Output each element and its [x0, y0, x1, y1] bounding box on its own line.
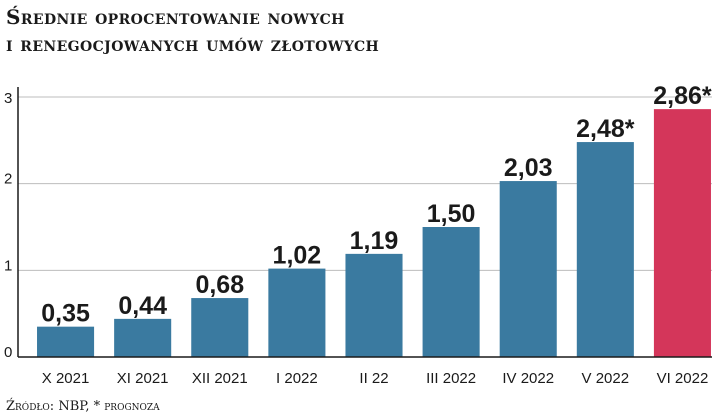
x-tick-label: IV 2022 — [502, 370, 554, 387]
x-tick-label: II 22 — [359, 370, 388, 387]
bar — [422, 227, 480, 357]
x-tick-label: I 2022 — [276, 370, 318, 387]
chart-title: Średnie oprocentowanie nowych i renegocj… — [6, 4, 706, 58]
x-tick-label: XII 2021 — [192, 370, 248, 387]
bar — [576, 142, 634, 357]
y-tick-label: 3 — [4, 90, 12, 107]
bar-value-label: 2,03 — [504, 154, 553, 182]
x-tick-label: III 2022 — [426, 370, 476, 387]
bar-value-label: 2,86* — [653, 82, 712, 110]
bar-value-label: 1,02 — [273, 242, 322, 270]
source-note: Źródło: NBP, * prognoza — [6, 399, 160, 414]
bar — [268, 268, 326, 357]
bar-value-label: 1,19 — [350, 227, 399, 255]
bar — [114, 318, 172, 357]
bar-value-label: 0,35 — [41, 300, 90, 328]
x-tick-label: V 2022 — [582, 370, 630, 387]
bar-value-label: 0,68 — [195, 271, 244, 299]
bar — [191, 298, 249, 357]
bar-value-label: 1,50 — [427, 200, 476, 228]
y-tick-label: 0 — [4, 344, 12, 361]
y-tick-label: 1 — [4, 257, 12, 274]
bar — [345, 253, 403, 357]
bar-value-label: 0,44 — [118, 292, 167, 320]
bar — [653, 109, 711, 357]
x-tick-label: VI 2022 — [657, 370, 709, 387]
bar — [499, 181, 557, 357]
x-tick-label: XI 2021 — [117, 370, 169, 387]
bar — [37, 326, 95, 357]
y-tick-label: 2 — [4, 171, 12, 188]
bar-value-label: 2,48* — [576, 115, 635, 143]
x-tick-label: X 2021 — [42, 370, 90, 387]
chart-title-line-2: i renegocjowanych umów złotowych — [6, 32, 380, 56]
chart-title-line-1: Średnie oprocentowanie nowych — [6, 5, 345, 29]
